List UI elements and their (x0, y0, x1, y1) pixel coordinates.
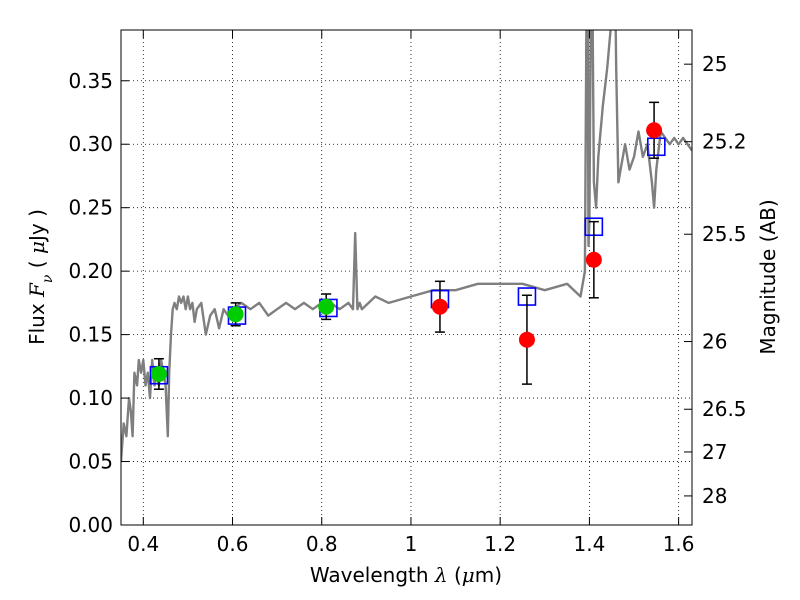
grid (121, 30, 692, 526)
model-box (647, 137, 666, 157)
x-tick-label: 1.6 (663, 532, 695, 556)
right-tick-label: 26 (702, 330, 727, 354)
x-tick-label: 1.2 (484, 532, 516, 556)
x-tick-label: 0.8 (306, 532, 338, 556)
right-tick-label: 28 (702, 484, 727, 508)
x-tick-label: 1 (405, 532, 418, 556)
x-tick-label: 1.4 (573, 532, 605, 556)
y-tick-label: 0.30 (68, 132, 113, 156)
x-tick-label: 0.4 (127, 532, 159, 556)
x-axis-title: Wavelength λ (μm) (310, 563, 502, 587)
y-tick-label: 0.20 (68, 259, 113, 283)
y-tick-label: 0.05 (68, 450, 113, 474)
red-point (585, 251, 602, 268)
red-point (518, 331, 535, 348)
y-tick-label: 0.00 (68, 513, 113, 537)
red-point (431, 298, 448, 315)
red-point (646, 122, 663, 139)
points-layer (150, 101, 663, 390)
right-tick-label: 25.2 (702, 130, 747, 154)
plot-frame (120, 29, 693, 526)
y-tick-label: 0.10 (68, 386, 113, 410)
x-tick-label: 0.6 (217, 532, 249, 556)
right-tick-label: 25 (702, 52, 727, 76)
right-axis-title: Magnitude (AB) (756, 199, 780, 354)
y-tick-label: 0.15 (68, 323, 113, 347)
green-point (227, 306, 244, 323)
green-point (318, 298, 335, 315)
axis-ticks (121, 30, 692, 526)
y-tick-label: 0.35 (68, 69, 113, 93)
y-tick-label: 0.25 (68, 196, 113, 220)
right-tick-label: 27 (702, 440, 727, 464)
right-tick-label: 26.5 (702, 397, 747, 421)
tick-labels: 0.4 0.6 0.8 1 1.2 1.4 1.6 0.00 0.05 0.10 0.15 0.20 0… (68, 52, 746, 556)
y-axis-title: Flux Fν ( μJy ) (25, 209, 56, 345)
right-tick-label: 25.5 (702, 222, 747, 246)
green-point (150, 365, 167, 382)
